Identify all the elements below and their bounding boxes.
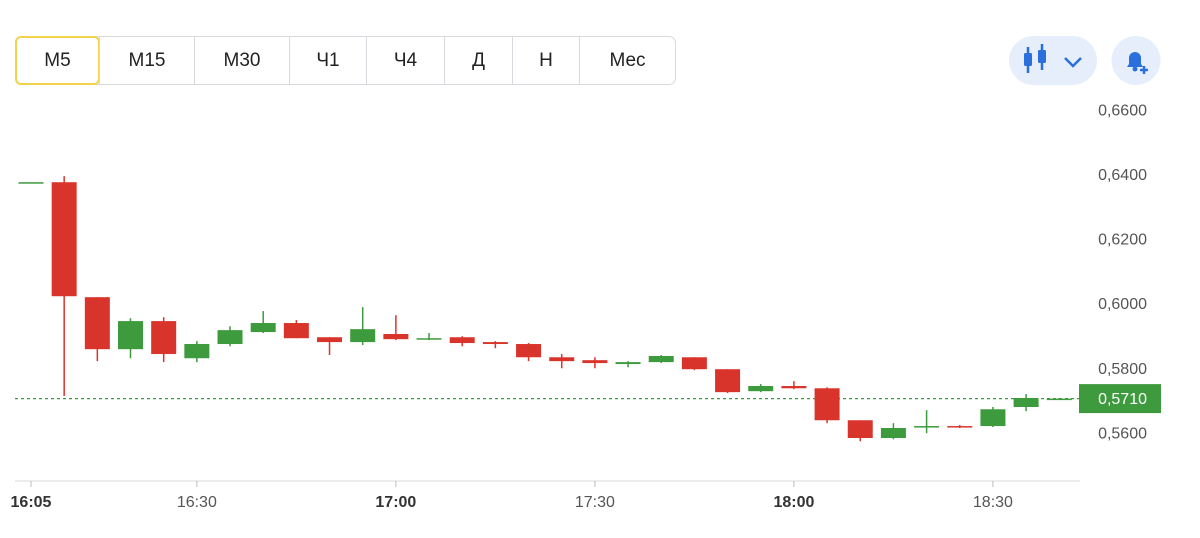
y-tick-label: 0,5600 [1098, 425, 1147, 442]
y-tick-label: 0,6000 [1098, 296, 1147, 313]
x-tick-label: 17:00 [375, 494, 416, 511]
candle-body [648, 355, 674, 363]
candle-body [184, 344, 210, 359]
candle-body [549, 357, 575, 362]
candle-body [781, 386, 807, 389]
candle-body [217, 330, 243, 345]
candle-body [449, 337, 475, 344]
current-price-label: 0,5710 [1098, 391, 1147, 408]
x-tick-label: 17:30 [575, 494, 615, 511]
y-tick-label: 0,6200 [1098, 232, 1147, 249]
candle-body [151, 321, 177, 355]
candle-body [582, 360, 608, 364]
x-tick-label: 16:30 [177, 494, 217, 511]
candle-body [814, 388, 840, 421]
timeframe-button[interactable]: Мес [579, 37, 675, 84]
candle-body [847, 420, 873, 439]
y-tick-label: 0,6400 [1098, 167, 1147, 184]
candle-body [383, 334, 409, 340]
timeframe-button[interactable]: М30 [194, 37, 289, 84]
candle-body [84, 297, 110, 350]
candle-body [51, 182, 77, 297]
candle-body [880, 427, 906, 439]
candle-body [914, 426, 940, 428]
candle-body [1013, 397, 1039, 408]
candle-body [980, 409, 1006, 427]
timeframe-button[interactable]: М15 [99, 37, 194, 84]
candle-body [681, 357, 707, 370]
timeframe-button[interactable]: Ч4 [366, 37, 444, 84]
candle-body [250, 323, 276, 333]
chart-type-button[interactable] [1009, 36, 1097, 85]
alert-button[interactable] [1111, 36, 1161, 85]
y-tick-label: 0,5800 [1098, 361, 1147, 378]
candle-body [516, 344, 542, 358]
candle-body [416, 338, 442, 340]
candle-body [1046, 398, 1072, 401]
timeframe-button[interactable]: Н [512, 37, 579, 84]
y-tick-label: 0,6600 [1098, 102, 1147, 119]
candle-body [18, 182, 44, 184]
candle-body [350, 329, 376, 343]
timeframe-selector: М5 М15 М30 Ч1 Ч4 Д Н Мес [15, 36, 676, 85]
candle-body [283, 323, 309, 339]
candle-body [615, 362, 641, 365]
candle-body [118, 321, 144, 350]
candle-body [715, 369, 741, 393]
candle-body [317, 337, 343, 343]
timeframe-button[interactable]: Д [444, 37, 512, 84]
x-tick-label: 18:30 [973, 494, 1013, 511]
x-tick-label: 16:05 [11, 494, 52, 511]
candle-body [947, 426, 973, 428]
candle-body [482, 342, 508, 345]
current-price-tag [1079, 384, 1161, 414]
candle-body [748, 386, 774, 392]
x-tick-label: 18:00 [773, 494, 814, 511]
timeframe-button[interactable]: Ч1 [289, 37, 366, 84]
